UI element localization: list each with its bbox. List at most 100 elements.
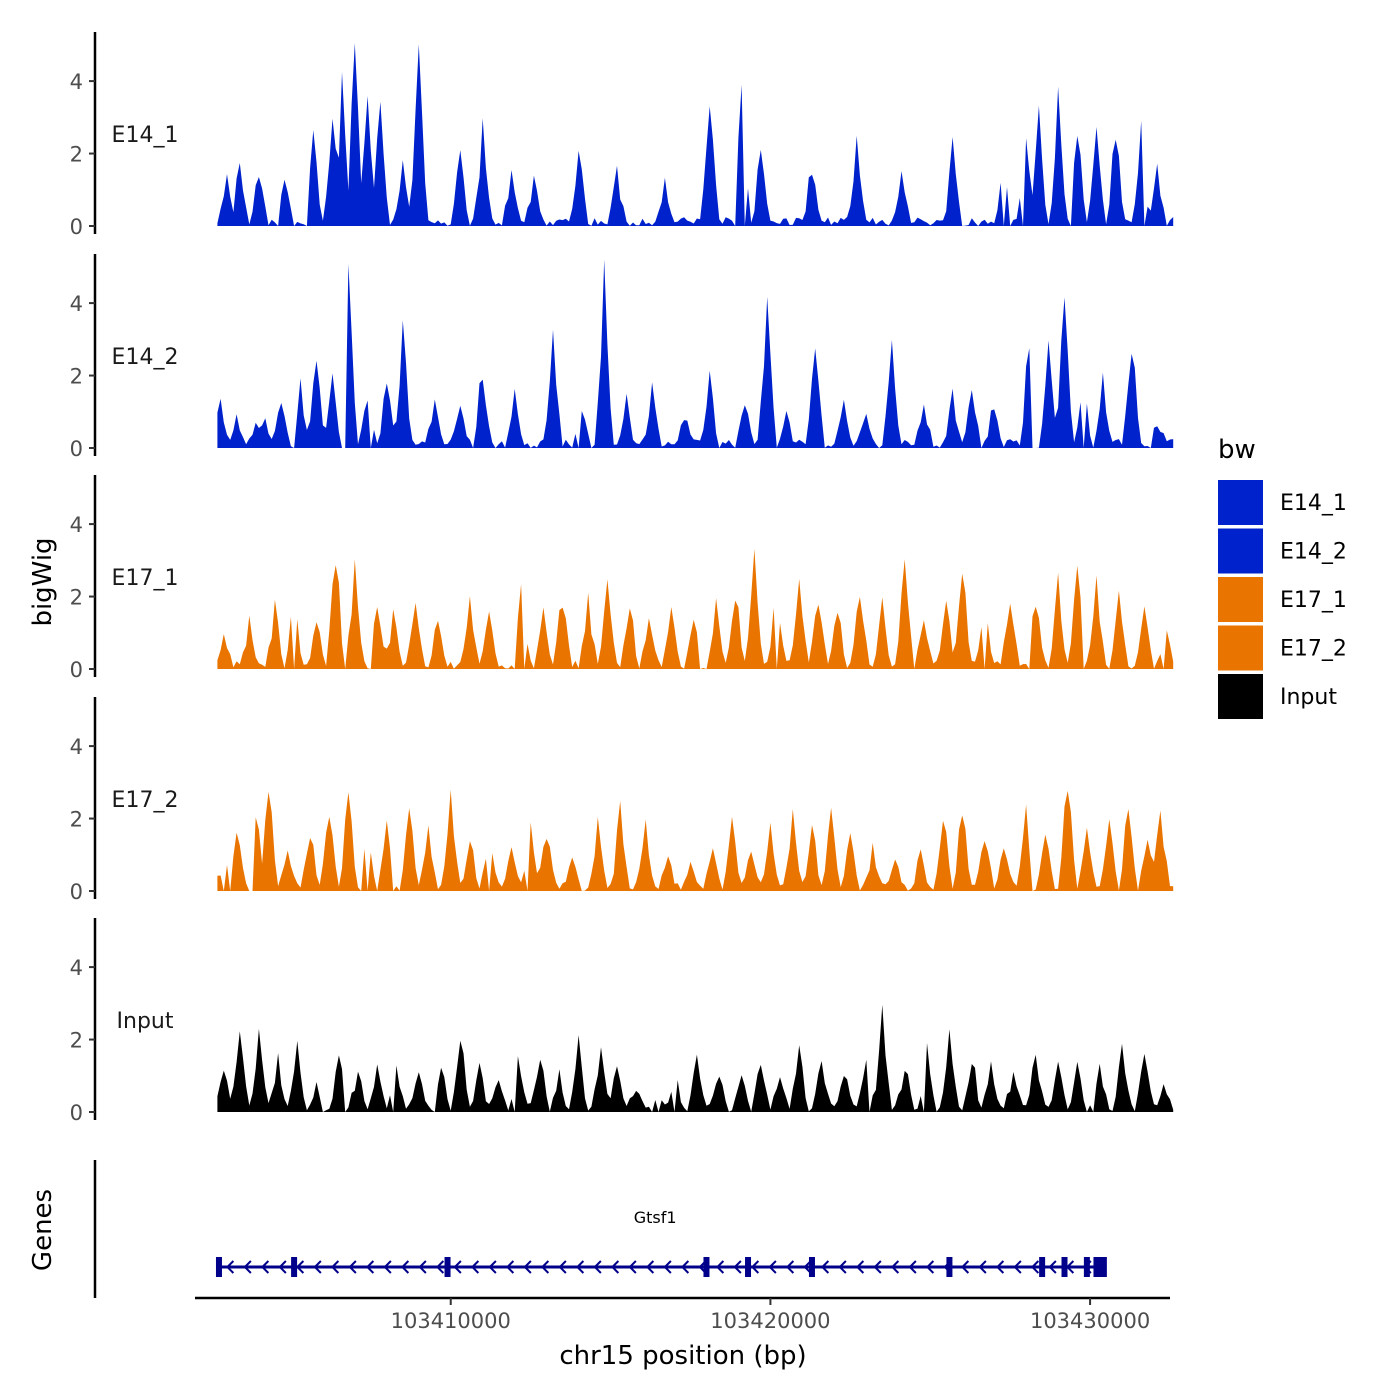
strand-arrow	[523, 1260, 532, 1274]
strand-arrow	[995, 1260, 1005, 1274]
strand-arrow	[295, 1260, 305, 1274]
panel-Input: 0 2 4 Input	[70, 918, 1174, 1125]
y-tick-label: 0	[70, 437, 83, 461]
y-tick-label: 2	[70, 586, 83, 610]
strand-arrow	[260, 1260, 270, 1274]
y-tick-label: 2	[70, 1029, 83, 1053]
exon	[1096, 1257, 1107, 1277]
strand-arrow	[278, 1260, 287, 1274]
gene-label: Gtsf1	[634, 1208, 677, 1227]
track-label-E17_1: E17_1	[112, 566, 179, 591]
exon	[703, 1257, 710, 1277]
panel-E17_2: 0 2 4 E17_2	[70, 697, 1174, 904]
exon	[1061, 1257, 1068, 1277]
strand-arrow	[908, 1260, 917, 1274]
x-axis-title: chr15 position (bp)	[559, 1341, 806, 1371]
genes-panel: Gtsf1	[93, 1160, 1107, 1298]
legend-label-Input: Input	[1280, 685, 1337, 710]
legend-label-E17_2: E17_2	[1280, 637, 1347, 662]
y-tick-label: 4	[70, 292, 83, 316]
exon	[1083, 1257, 1090, 1277]
strand-arrow	[628, 1260, 637, 1274]
panel-E14_1: 0 2 4 E14_1	[70, 32, 1174, 239]
strand-arrow	[330, 1260, 340, 1274]
strand-arrow	[558, 1260, 567, 1274]
strand-arrow	[750, 1260, 760, 1274]
strand-arrow	[453, 1260, 462, 1274]
y-tick-label: 4	[70, 735, 83, 759]
strand-arrow	[575, 1260, 585, 1274]
legend-swatch-E17_2	[1218, 625, 1263, 671]
legend-swatch-E14_1	[1218, 480, 1263, 525]
exon	[946, 1257, 953, 1277]
x-tick-label: 103420000	[710, 1309, 830, 1333]
strand-arrow	[978, 1260, 987, 1274]
strand-arrow	[715, 1260, 725, 1274]
legend-label-E14_1: E14_1	[1280, 491, 1347, 516]
strand-arrow	[733, 1260, 742, 1274]
strand-arrow	[488, 1260, 497, 1274]
y-tick-label: 2	[70, 808, 83, 832]
strand-arrow	[855, 1260, 865, 1274]
strand-arrow	[383, 1260, 392, 1274]
y-tick-label: 4	[70, 956, 83, 980]
legend-label-E17_1: E17_1	[1280, 588, 1347, 613]
strand-arrow	[803, 1260, 812, 1274]
strand-arrow	[418, 1260, 427, 1274]
strand-arrow	[768, 1260, 777, 1274]
legend: bw E14_1 E14_2 E17_1 E17_2 Input	[1218, 435, 1347, 719]
track-label-E14_1: E14_1	[112, 123, 179, 148]
exon	[745, 1257, 752, 1277]
signal-area-E17_2	[217, 789, 1174, 891]
strand-arrow	[400, 1260, 410, 1274]
x-tick-label: 103430000	[1030, 1309, 1150, 1333]
strand-arrow	[960, 1260, 970, 1274]
exon	[1093, 1257, 1100, 1277]
strand-arrow	[505, 1260, 515, 1274]
strand-arrow	[785, 1260, 795, 1274]
panel-E14_2: 0 2 4 E14_2	[70, 254, 1174, 461]
strand-arrow	[873, 1260, 882, 1274]
y-tick-label: 4	[70, 513, 83, 537]
y-tick-label: 0	[70, 880, 83, 904]
legend-title: bw	[1218, 435, 1256, 465]
track-label-E17_2: E17_2	[112, 788, 179, 813]
x-tick-label: 103410000	[391, 1309, 511, 1333]
strand-arrow	[820, 1260, 830, 1274]
strand-arrow	[313, 1260, 322, 1274]
y-tick-label: 4	[70, 70, 83, 94]
track-label-Input: Input	[117, 1009, 174, 1034]
strand-arrow	[243, 1260, 252, 1274]
strand-arrow	[225, 1260, 235, 1274]
strand-arrow	[645, 1260, 655, 1274]
strand-arrow	[1048, 1260, 1057, 1274]
strand-arrow	[680, 1260, 690, 1274]
strand-arrow	[663, 1260, 672, 1274]
strand-arrow	[365, 1260, 375, 1274]
exon	[808, 1257, 815, 1277]
signal-area-E17_1	[217, 548, 1174, 669]
panel-E17_1: 0 2 4 E17_1	[70, 475, 1174, 682]
legend-swatch-Input	[1218, 674, 1263, 719]
exon	[1039, 1257, 1046, 1277]
y-tick-label: 0	[70, 215, 83, 239]
exon	[291, 1257, 298, 1277]
track-label-E14_2: E14_2	[112, 345, 179, 370]
signal-area-E14_1	[217, 43, 1174, 226]
y-axis-title: bigWig	[28, 537, 58, 626]
gene-Gtsf1: Gtsf1	[215, 1208, 1107, 1277]
legend-swatch-E14_2	[1218, 528, 1263, 574]
legend-swatch-E17_1	[1218, 577, 1263, 622]
strand-arrow	[925, 1260, 935, 1274]
legend-label-E14_2: E14_2	[1280, 540, 1347, 565]
strand-arrow	[610, 1260, 620, 1274]
strand-arrow	[1013, 1260, 1022, 1274]
signal-area-E14_2	[217, 259, 1174, 448]
strand-arrow	[470, 1260, 480, 1274]
exon	[215, 1257, 222, 1277]
strand-arrow	[593, 1260, 602, 1274]
strand-arrow	[540, 1260, 550, 1274]
y-tick-label: 0	[70, 1101, 83, 1125]
y-tick-label: 2	[70, 143, 83, 167]
